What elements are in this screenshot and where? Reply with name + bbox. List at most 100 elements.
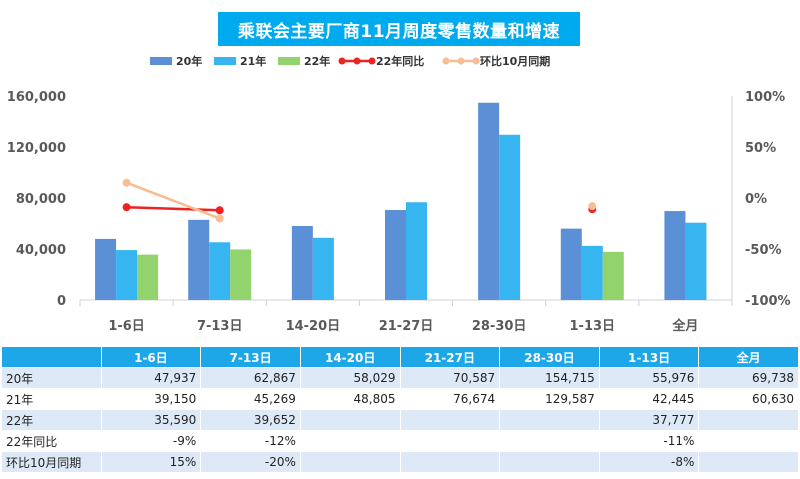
legend-label: 20年 [176, 54, 202, 68]
legend-label: 22年同比 [376, 54, 424, 68]
table-cell: 42,445 [598, 388, 700, 410]
x-tick-label: 14-20日 [286, 319, 341, 334]
table-header-cell: 21-27日 [399, 346, 501, 368]
table-cell [698, 451, 799, 473]
legend-swatch [278, 57, 300, 65]
table-header-row: 1-6日 7-13日 14-20日 21-27日 28-30日 1-13日 全月 [1, 346, 799, 368]
bar [478, 102, 500, 300]
row-label: 20年 [1, 367, 102, 389]
bar [137, 254, 159, 300]
line-point [588, 202, 597, 211]
table-header-cell: 14-20日 [299, 346, 401, 368]
table-cell: 69,738 [698, 367, 799, 389]
chart-title: 乘联会主要厂商11月周度零售数量和增速 [218, 12, 580, 46]
table-header-cell: 全月 [698, 346, 799, 368]
table-cell [299, 451, 401, 473]
table-cell: 37,777 [598, 409, 700, 431]
table-cell: -12% [200, 430, 301, 452]
line-point [215, 214, 224, 223]
table-cell [499, 451, 600, 473]
line-point [122, 178, 131, 187]
table-cell: 154,715 [499, 367, 600, 389]
legend-marker [368, 57, 376, 65]
row-label: 22年 [1, 409, 102, 431]
table-header-cell: 1-13日 [598, 346, 700, 368]
table-cell [698, 430, 799, 452]
table-header-cell: 7-13日 [200, 346, 301, 368]
table-cell [299, 430, 401, 452]
y2-tick-label: 100% [745, 90, 785, 105]
table-row: 环比10月同期 15% -20% -8% [1, 451, 799, 473]
row-label: 21年 [1, 388, 102, 410]
legend-marker [338, 57, 346, 65]
table-cell: 35,590 [100, 409, 202, 431]
bar [209, 242, 231, 300]
table-header-cell: 28-30日 [499, 346, 600, 368]
x-tick-label: 21-27日 [379, 319, 434, 334]
table-row: 20年 47,937 62,867 58,029 70,587 154,715 55,976… [1, 367, 799, 389]
y2-tick-label: 50% [745, 141, 776, 156]
bar [312, 237, 334, 300]
table-cell [299, 409, 401, 431]
table-cell: 47,937 [100, 367, 202, 389]
bar [230, 249, 252, 300]
y-tick-label: 160,000 [7, 90, 66, 105]
table-cell: -20% [200, 451, 301, 473]
bar [291, 226, 313, 300]
bar [95, 238, 117, 300]
bar [188, 219, 210, 300]
bar [406, 202, 427, 300]
row-label: 22年同比 [1, 430, 102, 452]
y-tick-label: 120,000 [7, 141, 66, 156]
chart: 20年 21年 22年 22年同比 环比10月同期 0 40,000 80,000 120,00… [7, 54, 791, 334]
bar [116, 250, 138, 300]
bar [664, 211, 686, 300]
x-tick-label: 7-13日 [197, 319, 243, 334]
line-point [122, 203, 131, 212]
table-cell: 39,652 [200, 409, 301, 431]
legend-marker [457, 57, 465, 65]
table-header-cell: 1-6日 [100, 346, 202, 368]
table-cell: 62,867 [200, 367, 301, 389]
table-cell: 58,029 [299, 367, 401, 389]
y2-tick-label: -50% [745, 243, 782, 258]
table-cell: 48,805 [299, 388, 401, 410]
series-line [126, 181, 221, 220]
x-tick-label: 全月 [671, 318, 698, 334]
table-cell: 76,674 [399, 388, 501, 410]
legend-label: 22年 [304, 54, 330, 68]
data-table: 1-6日 7-13日 14-20日 21-27日 28-30日 1-13日 全月 20年 47… [1, 346, 799, 473]
table-cell [399, 451, 501, 473]
legend-marker [442, 57, 450, 65]
bar [385, 210, 406, 300]
x-tick-label: 1-13日 [570, 319, 616, 334]
x-tick-label: 28-30日 [472, 319, 527, 334]
table-cell: -8% [598, 451, 700, 473]
table-cell: 15% [100, 451, 202, 473]
table-cell [698, 409, 799, 431]
table-cell: -9% [100, 430, 202, 452]
y-tick-label: 80,000 [16, 192, 66, 207]
y-tick-label: 0 [57, 294, 66, 309]
table-cell: 60,630 [698, 388, 799, 410]
table-row: 22年 35,590 39,652 37,777 [1, 409, 799, 431]
legend-marker [472, 57, 480, 65]
table-cell [399, 409, 501, 431]
bar [581, 245, 603, 300]
line-point [215, 206, 224, 215]
table-row: 21年 39,150 45,269 48,805 76,674 129,587 42,445… [1, 388, 799, 410]
row-label: 环比10月同期 [1, 451, 102, 473]
x-tick-label: 1-6日 [108, 319, 145, 334]
legend-swatch [150, 57, 172, 65]
y-tick-label: 40,000 [16, 243, 66, 258]
legend-label: 环比10月同期 [480, 54, 550, 68]
table-cell: -11% [598, 430, 700, 452]
bar [560, 228, 582, 300]
table-cell: 129,587 [499, 388, 600, 410]
y2-tick-label: 0% [745, 192, 767, 207]
bar [602, 251, 624, 300]
table-corner-cell [1, 346, 102, 368]
legend-swatch [214, 57, 236, 65]
table-cell [399, 430, 501, 452]
bar [685, 222, 707, 300]
